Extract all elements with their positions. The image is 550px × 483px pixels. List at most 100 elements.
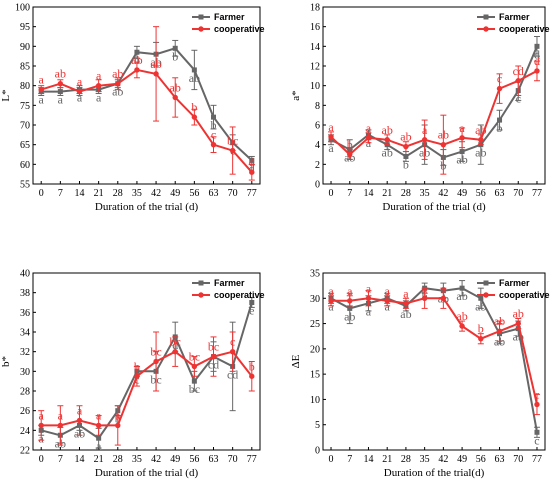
significance-letter: a: [77, 75, 83, 89]
data-point: [115, 81, 121, 87]
y-tick-label: 5: [315, 420, 320, 431]
significance-letter: d: [249, 155, 255, 169]
significance-letter: a: [39, 73, 45, 87]
legend-marker: [198, 292, 204, 298]
data-point: [211, 114, 217, 120]
plot-frame: [322, 272, 546, 451]
x-tick-label: 14: [363, 188, 373, 199]
y-tick-label: 30: [310, 294, 320, 305]
x-tick-label: 56: [189, 454, 199, 465]
significance-letter: b: [211, 118, 217, 132]
y-axis-label: a*: [290, 90, 302, 100]
significance-letter: a: [328, 284, 334, 298]
x-tick-label: 35: [420, 188, 430, 199]
data-point: [478, 137, 484, 143]
significance-letter: ab: [400, 307, 411, 321]
y-tick-label: 32: [20, 347, 30, 358]
significance-letter: b: [478, 322, 484, 336]
y-tick-label: 70: [20, 121, 30, 132]
x-tick-label: 21: [94, 188, 104, 199]
data-point: [172, 45, 178, 51]
x-axis-label: Duration of the trial (d): [382, 201, 486, 213]
data-point: [347, 305, 353, 311]
y-axis-label: ΔE: [290, 354, 302, 368]
series-line: [40, 68, 253, 173]
data-point: [459, 323, 465, 329]
significance-letter: a: [39, 93, 45, 107]
significance-letter: a: [96, 91, 102, 105]
series-line: [330, 287, 538, 433]
data-point: [210, 141, 217, 148]
x-tick-label: 42: [151, 454, 161, 465]
data-point: [328, 134, 334, 140]
y-tick-label: 65: [20, 140, 30, 151]
significance-letter: b: [403, 157, 409, 171]
data-point: [515, 78, 521, 84]
x-tick-label: 0: [39, 188, 44, 199]
data-point: [96, 435, 102, 441]
x-tick-label: 28: [401, 188, 411, 199]
data-point: [534, 68, 540, 74]
significance-letter: a: [385, 284, 391, 298]
significance-letter: b: [497, 121, 503, 135]
data-point: [497, 117, 503, 123]
y-tick-label: 8: [315, 101, 320, 112]
x-tick-label: 7: [347, 188, 352, 199]
significance-letter: a: [77, 91, 83, 105]
legend-marker: [198, 280, 204, 286]
significance-letter: ab: [150, 57, 161, 71]
y-axis-label: L*: [0, 89, 12, 101]
series-line: [41, 350, 253, 427]
x-tick-label: 77: [247, 188, 257, 199]
legend-label: Farmer: [499, 278, 530, 288]
significance-letter: a: [96, 408, 102, 422]
data-point: [496, 85, 503, 92]
data-point: [440, 141, 447, 148]
x-axis-label: Duration of the trial (d): [95, 201, 199, 213]
x-tick-label: 14: [74, 454, 84, 465]
significance-letter: ab: [400, 130, 411, 144]
significance-letter: a: [422, 123, 428, 137]
legend-label: Farmer: [214, 278, 245, 288]
data-point: [534, 401, 540, 408]
x-tick-label: 14: [74, 188, 84, 199]
y-tick-label: 4: [315, 140, 320, 151]
significance-letter: c: [534, 387, 539, 401]
legend-label: cooperative: [499, 290, 550, 300]
significance-letter: a: [366, 121, 372, 135]
significance-letter: ab: [382, 146, 393, 160]
data-point: [249, 373, 255, 379]
significance-letter: a: [441, 281, 447, 295]
x-tick-label: 42: [438, 188, 448, 199]
data-point: [57, 81, 64, 87]
legend: Farmer cooperative: [192, 12, 265, 34]
series-line: [330, 70, 538, 156]
data-point: [534, 43, 540, 49]
significance-letter: a: [96, 69, 102, 83]
x-tick-label: 0: [39, 454, 44, 465]
y-tick-label: 6: [315, 121, 320, 132]
data-point: [153, 71, 159, 77]
significance-letter: a: [77, 404, 83, 418]
x-tick-label: 70: [513, 188, 523, 199]
y-tick-label: 2: [315, 160, 320, 171]
significance-letter: ab: [112, 67, 123, 81]
significance-letter: a: [347, 284, 353, 298]
x-tick-label: 63: [495, 454, 505, 465]
x-axis-label: Duration of the trial(d): [384, 467, 485, 479]
data-point: [403, 153, 409, 159]
x-tick-label: 28: [113, 188, 123, 199]
significance-letter: bc: [150, 345, 161, 359]
data-point: [134, 67, 140, 73]
significance-letter: ab: [344, 309, 355, 323]
significance-letter: c: [211, 128, 216, 142]
significance-letter: ab: [170, 80, 181, 94]
significance-letter: ab: [456, 289, 467, 303]
y-tick-label: 95: [20, 22, 30, 33]
x-tick-label: 63: [209, 454, 219, 465]
x-tick-label: 63: [209, 188, 219, 199]
y-tick-label: 85: [20, 62, 30, 73]
